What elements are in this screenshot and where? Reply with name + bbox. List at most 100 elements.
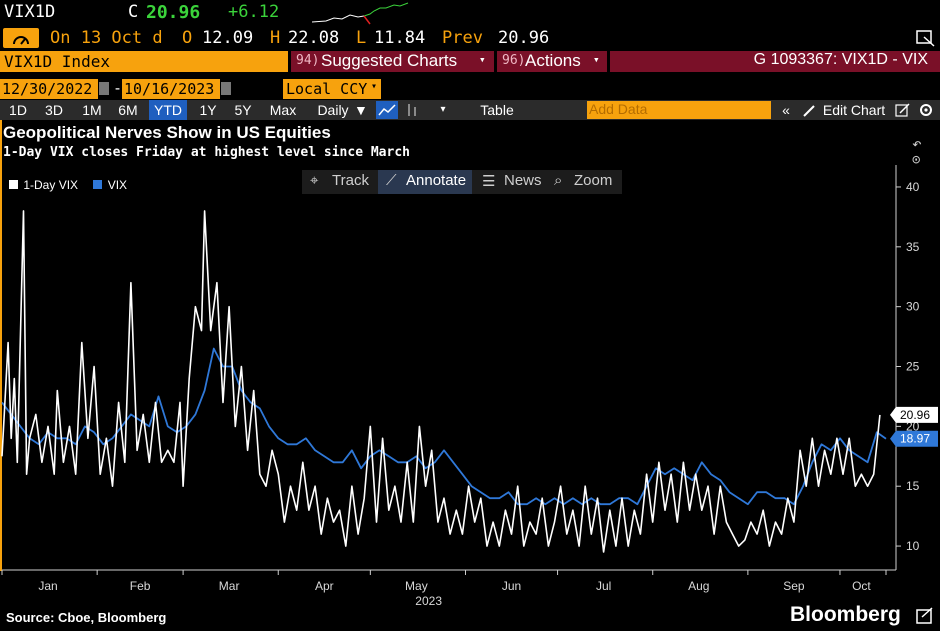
last-value-text: 20.96 <box>900 408 930 422</box>
series-group <box>1 210 887 553</box>
popout-icon[interactable] <box>915 607 935 625</box>
crosshair-icon: ⌖ <box>310 172 319 189</box>
legend-swatch-vix <box>93 180 103 189</box>
period-3d[interactable]: 3D <box>45 102 63 118</box>
low-label: L <box>356 28 367 48</box>
sparkline <box>312 2 409 25</box>
ohlc-row: On 13 Oct d O 12.09 H 22.08 L 11.84 Prev… <box>0 26 940 50</box>
series-line-vix <box>1 347 887 506</box>
period-5y[interactable]: 5Y <box>234 102 252 118</box>
x-tick-label: Mar <box>219 579 240 593</box>
last-value-labels: 20.96 18.97 <box>890 406 938 447</box>
end-date: 10/16/2023 <box>124 80 215 98</box>
last-value-label-vix: 18.97 <box>890 430 938 447</box>
calendar-icon[interactable] <box>99 82 109 95</box>
currency-value: Local CCY <box>286 80 368 98</box>
annotate-button[interactable]: ⟋ Annotate <box>378 170 472 194</box>
y-tick-label: 10 <box>906 539 920 553</box>
chart-tools: ⌖ Track ⟋ Annotate ☰ News ⌕ Zoom <box>302 170 622 194</box>
collapse-icon[interactable]: « <box>782 102 790 118</box>
suggested-charts-button[interactable]: 94) Suggested Charts ▾ <box>291 51 494 72</box>
add-data-input[interactable]: Add Data <box>587 101 771 119</box>
command-bar: VIX1D Index 94) Suggested Charts ▾ 96) A… <box>0 51 940 72</box>
frequency-caret-icon: ▼ <box>354 102 368 118</box>
chart-type-caret-icon[interactable]: ▾ <box>440 104 446 115</box>
x-tick-label: Apr <box>315 579 334 593</box>
period-1y[interactable]: 1Y <box>199 102 217 118</box>
settings-icon[interactable] <box>917 102 935 118</box>
period-max[interactable]: Max <box>269 102 297 118</box>
actions-label: Actions <box>525 51 581 70</box>
date-range-bar: 12/30/2022 - 10/16/2023 Local CCY ▾ <box>0 79 940 99</box>
table-button[interactable]: Table <box>460 100 534 120</box>
close-label: C <box>128 2 139 22</box>
open-value: 12.09 <box>202 28 254 48</box>
open-label: O <box>182 28 193 48</box>
last-value-box <box>890 406 938 423</box>
chart-subtitle: 1-Day VIX closes Friday at highest level… <box>3 145 410 160</box>
legend-swatch-vix1d <box>9 180 18 189</box>
chart-left-border <box>0 120 2 571</box>
period-6m[interactable]: 6M <box>118 102 138 118</box>
bar-chart-icon[interactable] <box>403 101 423 119</box>
chart-legend: 1-Day VIX VIX <box>9 178 127 192</box>
add-data-placeholder: Add Data <box>589 101 648 117</box>
news-button[interactable]: News <box>504 172 542 189</box>
series-line-vix1d <box>1 210 881 553</box>
y-tick-label: 30 <box>906 300 920 314</box>
line-chart[interactable]: Jan Feb Mar Apr May Jun Jul Aug Sep Oct 2023 10 15 2… <box>0 165 940 605</box>
last-value-label-vix1d: 20.96 <box>890 406 938 423</box>
frequency-select[interactable]: Daily <box>317 102 349 118</box>
chart-title: Geopolitical Nerves Show in US Equities <box>3 123 331 142</box>
period-toolbar: 1D 3D 1M 6M YTD 1Y 5Y Max Daily ▼ ▾ Tabl… <box>0 100 940 120</box>
date-line: On 13 Oct d <box>50 28 163 48</box>
news-icon: ☰ <box>482 173 496 190</box>
date-dash: - <box>113 79 123 97</box>
period-ytd[interactable]: YTD <box>149 100 187 120</box>
pencil-icon <box>802 102 816 118</box>
period-1d[interactable]: 1D <box>9 102 27 118</box>
speedometer-icon[interactable] <box>3 28 39 48</box>
undo-icon[interactable]: ↶ <box>912 134 922 153</box>
source-note: Source: Cboe, Bloomberg <box>6 610 167 625</box>
x-tick-label: May <box>405 579 428 593</box>
zoom-button[interactable]: Zoom <box>574 172 613 189</box>
annotate-label: Annotate <box>406 172 467 189</box>
legend-label-vix: VIX <box>107 178 128 192</box>
x-tick-label: Jun <box>502 579 521 593</box>
currency-select[interactable]: Local CCY ▾ <box>283 79 381 99</box>
actions-button[interactable]: 96) Actions ▾ <box>497 51 607 72</box>
suggested-number: 94) <box>296 53 320 68</box>
low-value: 11.84 <box>374 28 426 48</box>
window-icon[interactable] <box>914 28 936 48</box>
edit-chart-button[interactable]: Edit Chart <box>822 102 886 118</box>
x-tick-label: Oct <box>852 579 871 593</box>
x-tick-label: Aug <box>688 579 709 593</box>
end-date-field[interactable]: 10/16/2023 <box>122 79 220 99</box>
reset-icon[interactable]: ⊙ <box>912 152 921 168</box>
footer: Source: Cboe, Bloomberg Bloomberg <box>0 603 940 631</box>
chart-id-bar: G 1093367: VIX1D - VIX <box>610 51 940 72</box>
change-value: +6.12 <box>228 2 280 22</box>
x-tick-label: Sep <box>783 579 805 593</box>
x-tick-label: Jul <box>596 579 611 593</box>
start-date-field[interactable]: 12/30/2022 <box>0 79 98 99</box>
line-chart-icon[interactable] <box>376 101 398 119</box>
x-axis-title: 2023 <box>415 594 442 605</box>
annotate-icon: ⟋ <box>386 172 397 189</box>
prev-label: Prev <box>442 28 483 48</box>
edit-icon[interactable] <box>894 102 912 118</box>
period-1m[interactable]: 1M <box>82 102 102 118</box>
currency-caret-icon: ▾ <box>371 81 378 92</box>
actions-number: 96) <box>502 53 526 68</box>
suggested-label: Suggested Charts <box>321 51 458 70</box>
calendar-icon[interactable] <box>221 82 231 95</box>
y-tick-label: 35 <box>906 240 920 254</box>
security-field[interactable]: VIX1D Index <box>0 51 288 72</box>
x-tick-label: Feb <box>130 579 151 593</box>
quote-header: VIX1D C 20.96 +6.12 <box>0 0 940 28</box>
x-tick-label: Jan <box>38 579 57 593</box>
track-button[interactable]: Track <box>332 172 369 189</box>
legend-label-vix1d: 1-Day VIX <box>23 178 79 192</box>
